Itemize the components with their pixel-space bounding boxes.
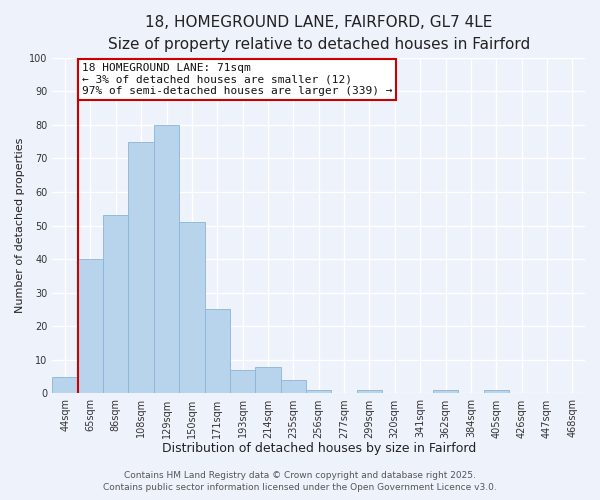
X-axis label: Distribution of detached houses by size in Fairford: Distribution of detached houses by size … xyxy=(161,442,476,455)
Bar xyxy=(205,310,230,394)
Bar xyxy=(255,366,281,394)
Y-axis label: Number of detached properties: Number of detached properties xyxy=(15,138,25,313)
Bar xyxy=(154,124,179,394)
Bar xyxy=(128,142,154,394)
Bar xyxy=(281,380,306,394)
Bar xyxy=(103,216,128,394)
Bar xyxy=(179,222,205,394)
Bar xyxy=(52,376,78,394)
Bar xyxy=(484,390,509,394)
Bar xyxy=(306,390,331,394)
Bar xyxy=(230,370,255,394)
Title: 18, HOMEGROUND LANE, FAIRFORD, GL7 4LE
Size of property relative to detached hou: 18, HOMEGROUND LANE, FAIRFORD, GL7 4LE S… xyxy=(107,15,530,52)
Bar xyxy=(357,390,382,394)
Bar xyxy=(433,390,458,394)
Text: Contains HM Land Registry data © Crown copyright and database right 2025.
Contai: Contains HM Land Registry data © Crown c… xyxy=(103,471,497,492)
Bar xyxy=(78,259,103,394)
Text: 18 HOMEGROUND LANE: 71sqm
← 3% of detached houses are smaller (12)
97% of semi-d: 18 HOMEGROUND LANE: 71sqm ← 3% of detach… xyxy=(82,62,392,96)
